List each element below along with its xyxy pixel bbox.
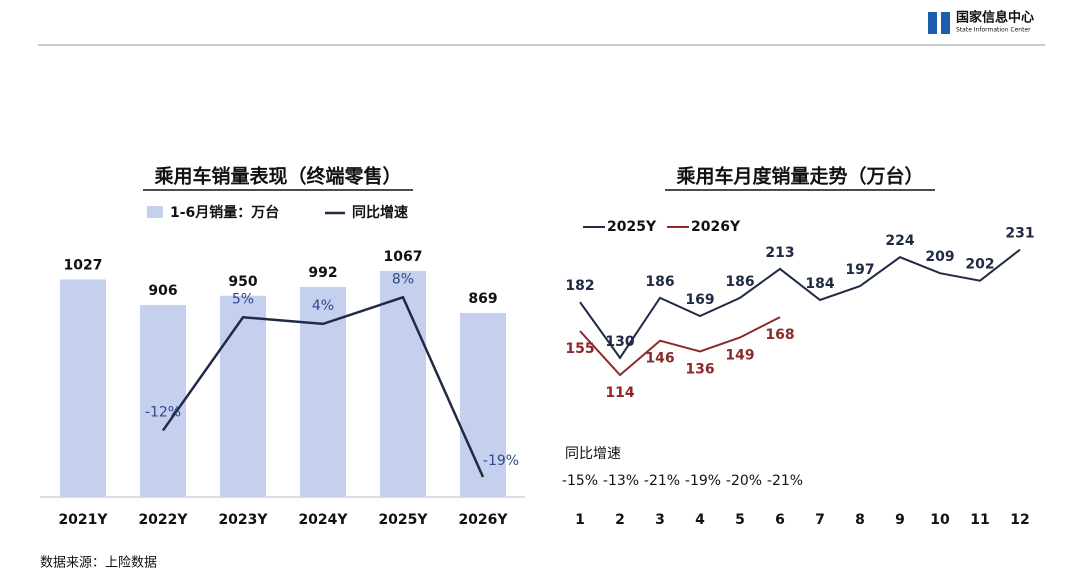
yoy-label: 4% [312, 298, 334, 314]
point-label: 136 [685, 361, 714, 377]
x-tick-label: 2021Y [58, 512, 108, 528]
yoy-label: -19% [483, 453, 519, 469]
legend-label: 2026Y [691, 219, 741, 235]
yoy-value: -21% [767, 473, 803, 489]
point-label: 197 [845, 262, 874, 278]
point-label: 184 [805, 276, 834, 292]
x-tick-label: 2023Y [218, 512, 268, 528]
legend-label: 1-6月销量：万台 [170, 204, 279, 221]
x-tick-label: 10 [930, 512, 950, 528]
point-label: 149 [725, 348, 754, 364]
series-line [579, 316, 781, 377]
point-label: 182 [565, 278, 594, 294]
yoy-value: -15% [562, 473, 598, 489]
chart-title: 乘用车月度销量走势（万台） [675, 165, 923, 188]
x-tick-label: 3 [655, 512, 665, 528]
bar [460, 312, 506, 497]
x-tick-label: 5 [735, 512, 745, 528]
yoy-label: 8% [392, 271, 414, 287]
bar [220, 295, 266, 497]
x-tick-label: 2022Y [138, 512, 188, 528]
yoy-title: 同比增速 [565, 446, 621, 462]
legend-label: 同比增速 [352, 204, 408, 221]
yoy-label: -12% [145, 404, 181, 420]
point-label: 186 [645, 274, 674, 290]
x-tick-label: 2024Y [298, 512, 348, 528]
x-tick-label: 4 [695, 512, 705, 528]
x-tick-label: 12 [1010, 512, 1029, 528]
source: 数据来源：上险数据 [40, 556, 157, 571]
point-label: 169 [685, 292, 714, 308]
x-tick-label: 9 [895, 512, 905, 528]
legend-swatch [147, 206, 163, 218]
series-line [579, 248, 1021, 360]
bar-label: 1067 [384, 249, 423, 265]
point-label: 130 [605, 334, 634, 350]
x-tick-label: 1 [575, 512, 585, 528]
x-tick-label: 6 [775, 512, 785, 528]
point-label: 202 [965, 257, 994, 273]
yoy-label: 5% [232, 291, 254, 307]
x-tick-label: 2025Y [378, 512, 428, 528]
point-label: 224 [885, 233, 914, 249]
logo-stripe [937, 12, 941, 34]
point-label: 231 [1005, 226, 1034, 242]
point-label: 146 [645, 351, 674, 367]
org-name-en: State Information Center [956, 27, 1031, 34]
x-tick-label: 2 [615, 512, 625, 528]
point-label: 114 [605, 385, 634, 401]
bar [380, 270, 426, 497]
x-tick-label: 2026Y [458, 512, 508, 528]
bar-label: 869 [468, 291, 497, 307]
legend-label: 2025Y [607, 219, 657, 235]
bar-label: 950 [228, 274, 257, 290]
point-label: 213 [765, 245, 794, 261]
yoy-line [161, 295, 485, 478]
x-tick-label: 8 [855, 512, 865, 528]
yoy-value: -19% [685, 473, 721, 489]
x-tick-label: 11 [970, 512, 989, 528]
x-tick-label: 7 [815, 512, 825, 528]
bar [60, 279, 106, 497]
chart-title: 乘用车销量表现（终端零售） [153, 165, 401, 188]
yoy-value: -13% [603, 473, 639, 489]
point-label: 186 [725, 274, 754, 290]
yoy-value: -20% [726, 473, 762, 489]
bar-label: 906 [148, 283, 177, 299]
bar [140, 305, 186, 497]
yoy-value: -21% [644, 473, 680, 489]
point-label: 209 [925, 249, 954, 265]
org-name: 国家信息中心 [956, 10, 1034, 26]
bar-label: 992 [308, 265, 337, 281]
bar-label: 1027 [64, 257, 103, 273]
point-label: 168 [765, 327, 794, 343]
point-label: 155 [565, 341, 594, 357]
